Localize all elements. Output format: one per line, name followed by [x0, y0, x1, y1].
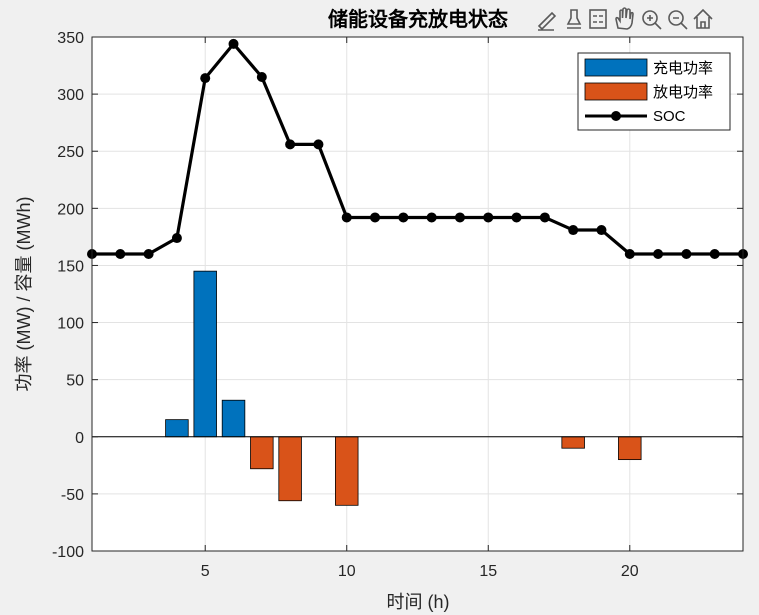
soc-point: [200, 73, 211, 84]
bar-discharge: [278, 436, 302, 502]
y-tick-label: -50: [61, 487, 84, 504]
soc-point: [256, 71, 267, 82]
soc-point: [681, 249, 692, 260]
zoom-in-icon[interactable]: [642, 10, 662, 30]
y-axis-label: 功率 (MW) / 容量 (MWh): [14, 197, 34, 392]
bar-charge: [221, 399, 246, 438]
y-tick-label: 250: [57, 144, 84, 161]
soc-point: [539, 212, 550, 223]
soc-point: [285, 139, 296, 150]
legend-label-charge: 充电功率: [653, 60, 713, 77]
x-axis-label: 时间 (h): [387, 592, 450, 612]
home-icon[interactable]: [693, 8, 713, 29]
y-tick-label: 0: [75, 430, 84, 447]
bar-discharge: [335, 436, 359, 506]
x-tick-label: 10: [338, 563, 356, 580]
legend-label-soc: SOC: [653, 108, 686, 125]
soc-point: [624, 249, 635, 260]
x-ticks: 5 10 15 20: [201, 37, 639, 580]
legend-label-discharge: 放电功率: [653, 84, 713, 101]
x-tick-label: 20: [621, 563, 639, 580]
x-tick-label: 5: [201, 563, 210, 580]
bar-charge: [193, 270, 217, 438]
soc-point: [596, 225, 607, 236]
brush-icon[interactable]: [537, 11, 557, 31]
legend-marker-soc: [611, 111, 621, 121]
soc-point: [313, 139, 324, 150]
soc-point: [568, 225, 579, 236]
legend-swatch-charge: [584, 58, 648, 77]
soc-line: [87, 38, 748, 260]
bar-discharge: [618, 436, 642, 461]
soc-point: [483, 212, 494, 223]
y-tick-label: 350: [57, 30, 84, 47]
y-tick-label: 50: [66, 373, 84, 390]
soc-point: [511, 212, 522, 223]
bar-discharge: [561, 436, 585, 449]
x-tick-label: 15: [479, 563, 497, 580]
pan-icon[interactable]: [615, 7, 634, 30]
zoom-out-icon[interactable]: [668, 10, 688, 30]
legend-icon[interactable]: [589, 9, 607, 29]
soc-point: [426, 212, 437, 223]
y-tick-label: 200: [57, 201, 84, 218]
legend-swatch-discharge: [584, 82, 648, 101]
soc-point: [398, 212, 409, 223]
soc-point: [228, 38, 239, 49]
soc-point: [143, 249, 154, 260]
soc-point: [171, 233, 182, 244]
axes-toolbar: [537, 7, 713, 31]
bar-charge: [165, 419, 189, 438]
soc-point: [653, 249, 664, 260]
soc-point: [115, 249, 126, 260]
legend[interactable]: 充电功率 放电功率 SOC: [577, 52, 731, 131]
soc-point: [454, 212, 465, 223]
y-ticks: -100 -50 0 50 100 150 200 250 300 350: [52, 30, 743, 561]
y-tick-label: 300: [57, 87, 84, 104]
soc-point: [370, 212, 381, 223]
data-cursor-icon[interactable]: [566, 9, 582, 29]
axes-box: [91, 36, 744, 552]
soc-point: [341, 212, 352, 223]
y-tick-label: 100: [57, 316, 84, 333]
y-tick-label: 150: [57, 258, 84, 275]
y-tick-label: -100: [52, 544, 84, 561]
chart-title: 储能设备充放电状态: [328, 7, 508, 31]
bar-discharge: [250, 436, 274, 470]
soc-point: [709, 249, 720, 260]
